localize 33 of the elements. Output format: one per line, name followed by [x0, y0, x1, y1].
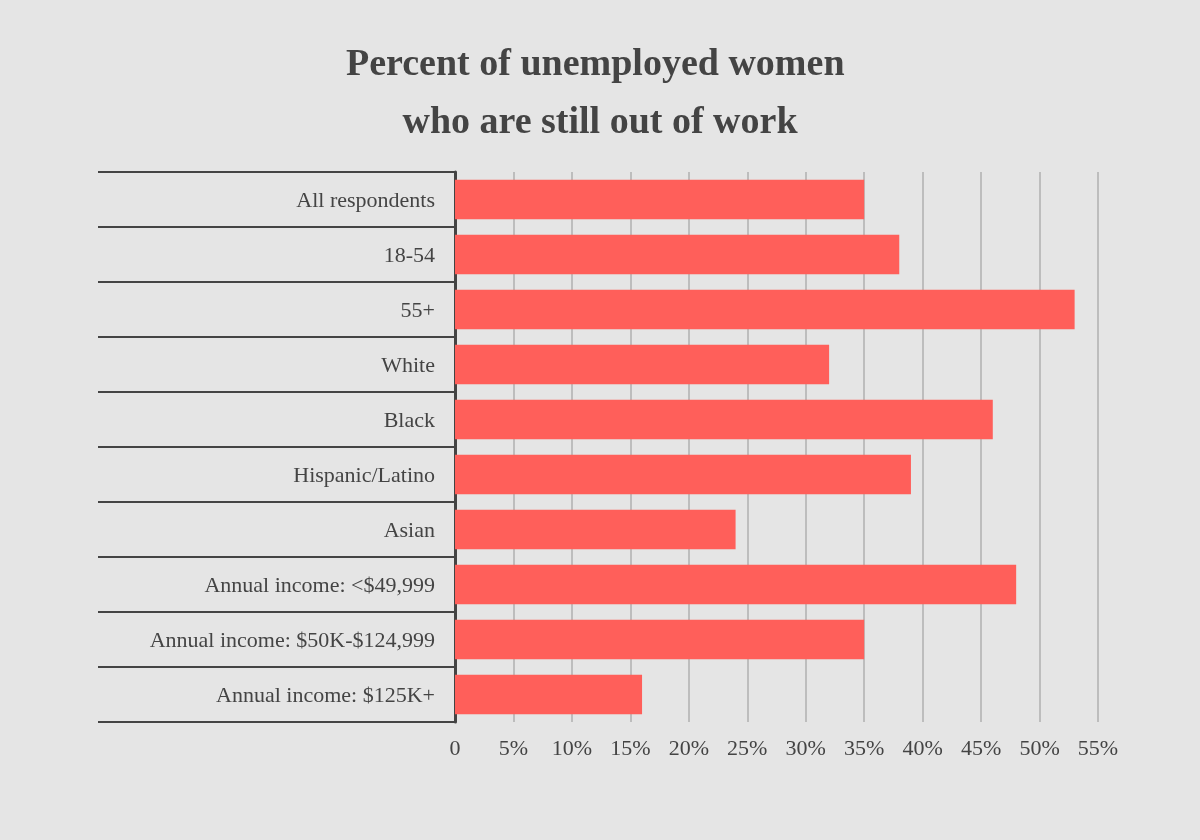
- y-tick-label: 18-54: [383, 242, 435, 267]
- y-tick-label: Annual income: <$49,999: [204, 572, 435, 597]
- y-tick-label: Black: [383, 407, 435, 432]
- bar: [455, 509, 736, 550]
- bar: [455, 399, 993, 440]
- y-tick-label: Hispanic/Latino: [293, 462, 435, 487]
- x-tick-label: 20%: [668, 734, 709, 760]
- x-tick-label: 50%: [1019, 734, 1060, 760]
- bar: [455, 619, 865, 660]
- y-tick-label: All respondents: [296, 187, 435, 212]
- x-tick-label: 25%: [727, 734, 768, 760]
- bar: [455, 234, 900, 275]
- y-tick-label: Annual income: $50K-$124,999: [149, 627, 435, 652]
- x-tick-label: 55%: [1077, 734, 1119, 760]
- y-tick-label: 55+: [400, 297, 435, 322]
- x-tick-label: 30%: [785, 734, 826, 760]
- bar: [455, 454, 911, 495]
- bar: [455, 179, 865, 220]
- y-tick-label: White: [381, 352, 435, 377]
- x-tick-label: 35%: [844, 734, 885, 760]
- bar: [455, 344, 830, 385]
- x-tick-label: 10%: [551, 734, 593, 760]
- x-tick-label: 40%: [902, 734, 943, 760]
- x-tick-label: 15%: [610, 734, 651, 760]
- x-tick-label: 0: [449, 734, 461, 760]
- x-tick-label: 45%: [960, 734, 1002, 760]
- chart-title: Percent of unemployed women who are still out of work: [345, 41, 855, 141]
- bar: [455, 564, 1017, 605]
- y-tick-label: Asian: [383, 517, 435, 542]
- x-tick-label: 5%: [498, 734, 529, 760]
- bar: [455, 289, 1075, 330]
- y-tick-label: Annual income: $125K+: [216, 682, 435, 707]
- bar: [455, 674, 643, 715]
